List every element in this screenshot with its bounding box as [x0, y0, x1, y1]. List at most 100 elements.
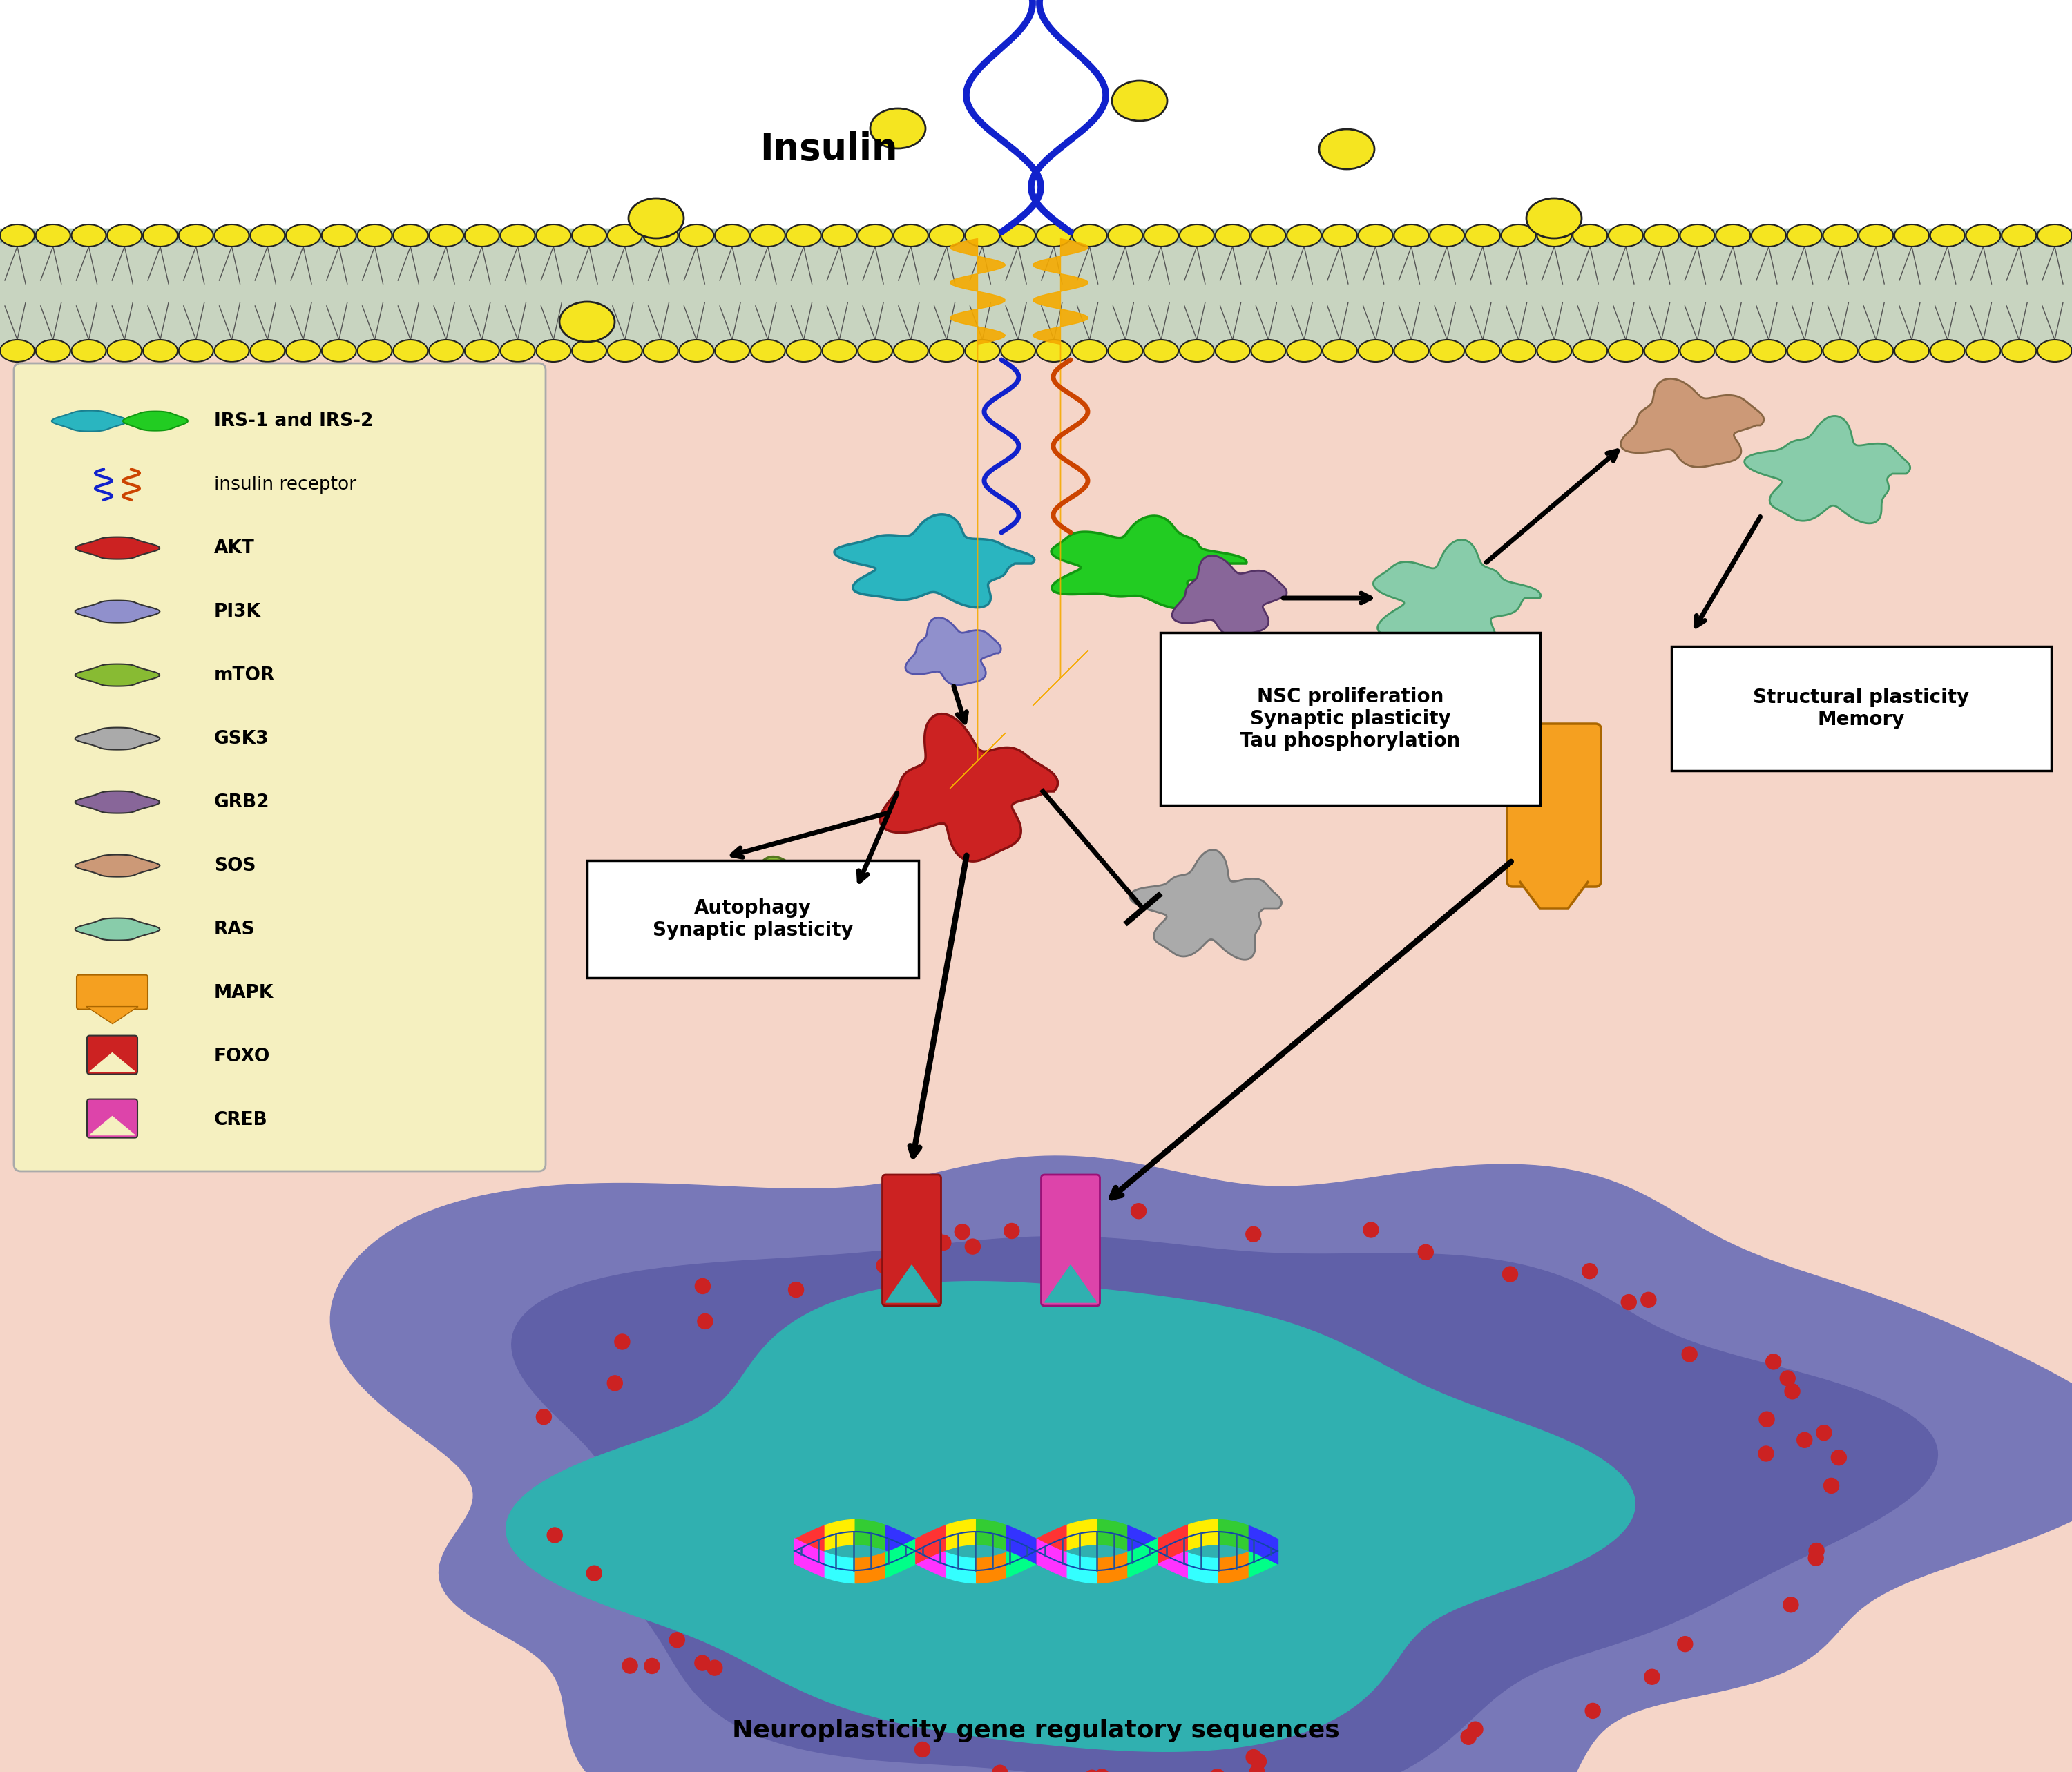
Ellipse shape — [715, 225, 750, 246]
Ellipse shape — [143, 340, 178, 361]
Ellipse shape — [1585, 1703, 1600, 1719]
Ellipse shape — [286, 340, 321, 361]
Polygon shape — [1173, 556, 1287, 636]
Ellipse shape — [1573, 340, 1608, 361]
Ellipse shape — [1788, 225, 1821, 246]
Ellipse shape — [680, 225, 713, 246]
Ellipse shape — [1359, 225, 1392, 246]
Ellipse shape — [73, 340, 106, 361]
Ellipse shape — [1467, 1722, 1484, 1737]
Ellipse shape — [1583, 1263, 1598, 1279]
Ellipse shape — [955, 1224, 970, 1239]
Polygon shape — [1620, 379, 1763, 468]
Ellipse shape — [858, 340, 893, 361]
Polygon shape — [75, 537, 160, 560]
Ellipse shape — [1322, 225, 1357, 246]
Text: MAPK: MAPK — [213, 983, 274, 1001]
Polygon shape — [512, 1237, 1937, 1772]
Ellipse shape — [787, 225, 821, 246]
Ellipse shape — [707, 1660, 723, 1675]
Ellipse shape — [2002, 225, 2037, 246]
Ellipse shape — [607, 1375, 622, 1391]
Ellipse shape — [916, 1742, 930, 1758]
FancyBboxPatch shape — [1040, 1175, 1100, 1306]
Ellipse shape — [1788, 340, 1821, 361]
FancyBboxPatch shape — [1506, 723, 1602, 886]
Ellipse shape — [1430, 225, 1465, 246]
Polygon shape — [87, 1006, 139, 1024]
Ellipse shape — [537, 1409, 551, 1425]
Text: FOXO: FOXO — [213, 1047, 269, 1065]
Ellipse shape — [1287, 225, 1322, 246]
Ellipse shape — [750, 225, 785, 246]
Ellipse shape — [1859, 340, 1894, 361]
Ellipse shape — [1784, 1384, 1801, 1398]
Ellipse shape — [1465, 225, 1500, 246]
Ellipse shape — [1251, 225, 1285, 246]
Ellipse shape — [1620, 1295, 1637, 1310]
FancyBboxPatch shape — [586, 861, 918, 978]
Ellipse shape — [321, 225, 356, 246]
Ellipse shape — [1144, 225, 1179, 246]
Ellipse shape — [1823, 225, 1857, 246]
Polygon shape — [75, 918, 160, 941]
Ellipse shape — [644, 225, 678, 246]
Text: GSK3: GSK3 — [213, 730, 269, 748]
Ellipse shape — [108, 225, 141, 246]
Ellipse shape — [1245, 1749, 1262, 1765]
Ellipse shape — [429, 340, 464, 361]
Ellipse shape — [823, 340, 856, 361]
Ellipse shape — [628, 198, 684, 237]
Ellipse shape — [215, 225, 249, 246]
Ellipse shape — [893, 340, 928, 361]
Ellipse shape — [715, 340, 750, 361]
Polygon shape — [887, 1265, 937, 1302]
Ellipse shape — [286, 225, 321, 246]
Ellipse shape — [2037, 340, 2072, 361]
FancyBboxPatch shape — [1160, 633, 1539, 804]
Ellipse shape — [937, 1235, 951, 1251]
Ellipse shape — [1109, 340, 1142, 361]
Ellipse shape — [694, 1279, 711, 1294]
Ellipse shape — [1859, 225, 1894, 246]
Text: Autophagy
Synaptic plasticity: Autophagy Synaptic plasticity — [653, 898, 854, 939]
Ellipse shape — [787, 340, 821, 361]
FancyBboxPatch shape — [883, 1175, 941, 1306]
Ellipse shape — [966, 225, 999, 246]
Ellipse shape — [1823, 340, 1857, 361]
Polygon shape — [122, 411, 189, 431]
Ellipse shape — [464, 225, 499, 246]
Ellipse shape — [1287, 340, 1322, 361]
Ellipse shape — [1537, 225, 1571, 246]
Ellipse shape — [1751, 340, 1786, 361]
Ellipse shape — [572, 225, 607, 246]
Text: Neuroplasticity gene regulatory sequences: Neuroplasticity gene regulatory sequence… — [731, 1719, 1341, 1742]
Ellipse shape — [1817, 1425, 1832, 1441]
Ellipse shape — [1320, 129, 1374, 168]
Ellipse shape — [1573, 225, 1608, 246]
Text: PI3K: PI3K — [213, 602, 261, 620]
Ellipse shape — [930, 225, 963, 246]
Ellipse shape — [1036, 340, 1071, 361]
Ellipse shape — [73, 225, 106, 246]
Polygon shape — [1374, 540, 1542, 652]
Ellipse shape — [992, 1765, 1007, 1772]
Polygon shape — [905, 618, 1001, 686]
Ellipse shape — [858, 225, 893, 246]
FancyBboxPatch shape — [1672, 647, 2051, 771]
Ellipse shape — [1502, 1267, 1519, 1281]
Ellipse shape — [1796, 1432, 1813, 1448]
Polygon shape — [52, 411, 128, 431]
Ellipse shape — [586, 1566, 601, 1581]
Ellipse shape — [1251, 340, 1285, 361]
Ellipse shape — [644, 1659, 659, 1673]
Ellipse shape — [0, 340, 35, 361]
Ellipse shape — [1682, 1347, 1697, 1363]
Ellipse shape — [1759, 1446, 1774, 1462]
Text: RAS: RAS — [213, 920, 255, 937]
Text: IRS-1 and IRS-2: IRS-1 and IRS-2 — [213, 413, 373, 431]
Ellipse shape — [1036, 225, 1071, 246]
Ellipse shape — [918, 1232, 932, 1246]
Text: Insulin: Insulin — [760, 131, 897, 167]
Ellipse shape — [1417, 1244, 1434, 1260]
